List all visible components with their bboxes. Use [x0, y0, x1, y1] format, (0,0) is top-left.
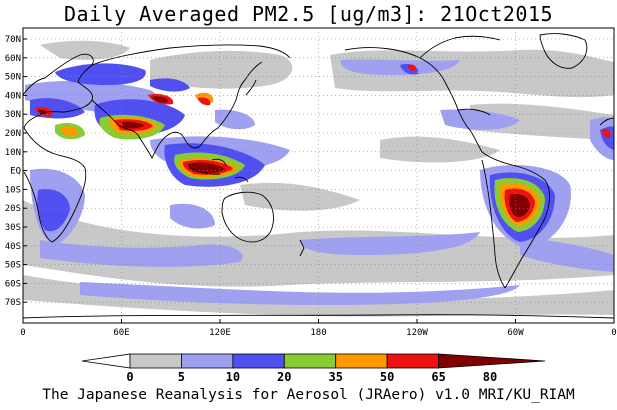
colorbar-label: 0 [126, 370, 133, 384]
lon-label: 120E [209, 328, 231, 338]
longitude-labels: 0 60E 120E 180 120W 60W 0 [20, 328, 616, 338]
colorbar-swatch [438, 353, 546, 369]
lon-label: 120W [406, 328, 428, 338]
lat-label: 10S [5, 185, 21, 195]
concentration-above-80 [38, 96, 530, 218]
colorbar-label: 20 [277, 370, 291, 384]
coastlines [23, 33, 614, 319]
lat-label: 40N [5, 91, 21, 101]
colorbar-swatch [283, 353, 337, 369]
colorbar: 0 5 10 20 35 50 65 80 [81, 353, 546, 384]
lat-label: 10N [5, 148, 21, 158]
lon-label: 60E [113, 328, 129, 338]
colorbar-label: 50 [380, 370, 394, 384]
latitude-labels: 70N 60N 50N 40N 30N 20N 10N EQ 10S 20S 30S 40S 50S 60… [5, 35, 21, 308]
lat-label: 50N [5, 73, 21, 83]
lat-label: 70S [5, 298, 21, 308]
lat-label: 30S [5, 223, 21, 233]
colorbar-swatch [181, 353, 234, 369]
colorbar-swatch [81, 353, 131, 369]
lon-label: 60W [507, 328, 524, 338]
lat-label: 60S [5, 279, 21, 289]
colorbar-swatch [386, 353, 439, 369]
lat-label: 20N [5, 129, 21, 139]
map-title: Daily Averaged PM2.5 [ug/m3]: 21Oct2015 [63, 2, 554, 26]
colorbar-swatch [335, 353, 388, 369]
lat-label: 20S [5, 204, 21, 214]
lat-label: 70N [5, 35, 21, 45]
colorbar-label: 10 [226, 370, 240, 384]
lon-label: 0 [20, 328, 25, 338]
graticule [22, 28, 615, 323]
colorbar-label: 65 [431, 370, 445, 384]
lat-label: 40S [5, 242, 21, 252]
lon-label: 0 [611, 328, 616, 338]
lat-label: EQ [10, 167, 21, 177]
lat-label: 50S [5, 261, 21, 271]
lat-label: 30N [5, 110, 21, 120]
colorbar-label: 35 [328, 370, 342, 384]
colorbar-label: 80 [483, 370, 497, 384]
lat-label: 60N [5, 54, 21, 64]
lon-label: 180 [310, 328, 326, 338]
colorbar-swatch [232, 353, 285, 369]
footer-credit: The Japanese Reanalysis for Aerosol (JRA… [42, 387, 575, 403]
colorbar-swatch [129, 353, 182, 369]
colorbar-label: 5 [178, 370, 185, 384]
